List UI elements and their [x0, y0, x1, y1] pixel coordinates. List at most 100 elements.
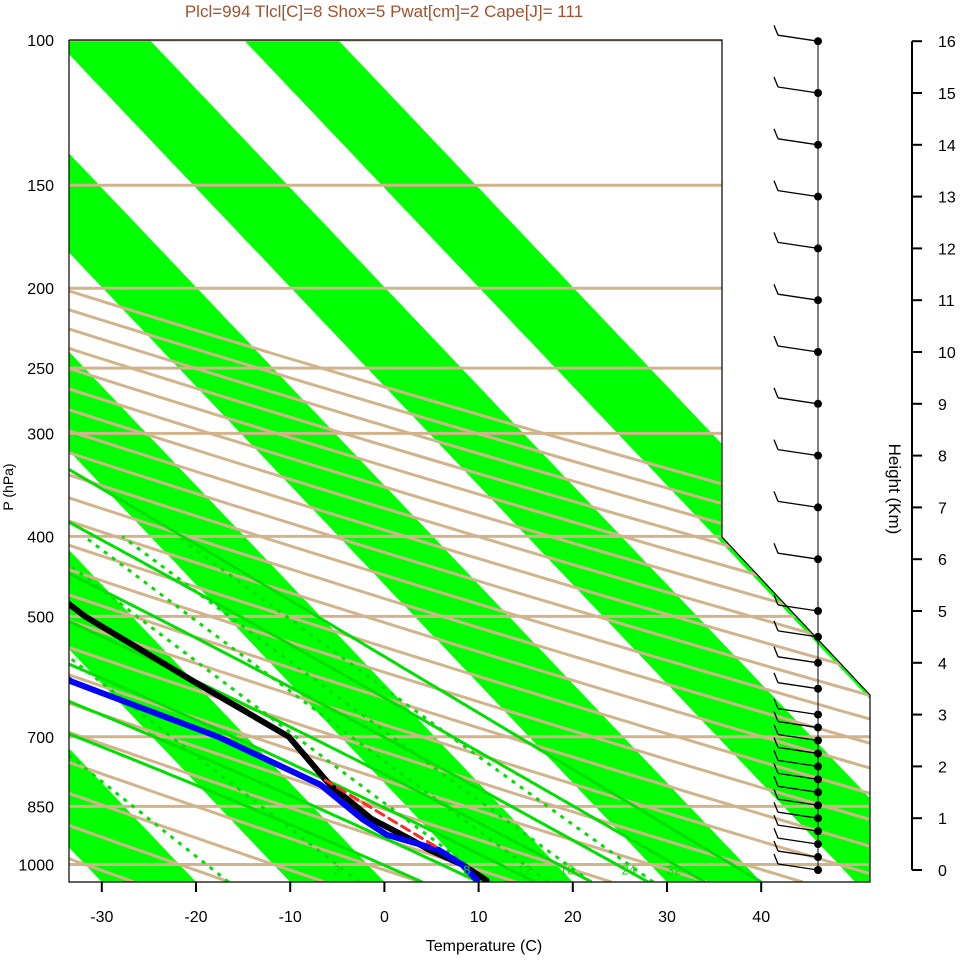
y-tick-label: 150	[27, 178, 54, 195]
temperature-band	[0, 40, 8, 882]
wind-barb	[773, 814, 779, 826]
dry-adiabat-line	[69, 40, 870, 882]
y-axis-label: P (hPa)	[0, 463, 16, 510]
dry-adiabat-line	[69, 40, 870, 882]
chart-title: Plcl=994 Tlcl[C]=8 Shox=5 Pwat[cm]=2 Cap…	[185, 2, 583, 21]
y2-tick-label: 5	[938, 604, 947, 621]
wind-barb	[773, 128, 779, 140]
wind-barb	[777, 34, 819, 42]
dry-adiabat-line	[69, 40, 870, 882]
mixing-ratio-line	[69, 535, 230, 882]
wind-barb	[773, 827, 779, 839]
wind-barb	[777, 707, 819, 716]
wind-barb	[773, 180, 779, 191]
moist-adiabat-line	[69, 286, 480, 882]
y2-tick-label: 15	[938, 86, 956, 103]
dry-adiabat-line	[69, 40, 870, 882]
wind-barb	[773, 750, 779, 761]
wind-barb	[773, 801, 779, 813]
wind-barb	[773, 232, 779, 243]
wind-barb	[773, 24, 779, 36]
wind-barb	[777, 720, 819, 729]
dry-adiabat-label: 50	[0, 0, 7, 3]
wind-barb	[773, 491, 779, 502]
wind-barb	[777, 86, 819, 94]
dry-adiabat-label: 90	[0, 0, 7, 3]
temperature-band	[69, 40, 762, 882]
y-tick-label: 700	[27, 730, 54, 747]
dry-adiabat-label: 20	[0, 0, 7, 3]
dry-adiabat-label: 140	[0, 0, 11, 3]
dry-adiabat-line	[69, 40, 870, 882]
dry-adiabat-line	[69, 40, 422, 882]
y-tick-label: 200	[27, 281, 54, 298]
dry-adiabat-label: -30	[0, 0, 9, 3]
isotherm-label: 0	[0, 0, 4, 3]
temperature-band	[69, 40, 573, 882]
wind-barb	[777, 241, 819, 250]
wind-barb	[773, 387, 779, 399]
y-tick-label: 500	[27, 609, 54, 626]
dry-adiabat-label: 100	[0, 0, 11, 3]
wind-barb	[773, 737, 779, 748]
dry-adiabat-label: 150	[0, 0, 11, 3]
moist-adiabat-line	[69, 286, 649, 882]
y2-tick-label: 13	[938, 190, 956, 207]
moist-adiabat-line	[69, 286, 423, 882]
isotherm-label: -10	[0, 0, 9, 3]
wind-barb	[777, 824, 819, 832]
moist-adiabat-line	[69, 286, 536, 882]
mixing-ratio-label: 12	[517, 863, 531, 878]
dry-adiabat-line	[0, 40, 39, 882]
wind-barb	[773, 335, 779, 347]
x-axis-label: Temperature (C)	[426, 938, 542, 955]
wind-barb	[777, 811, 819, 819]
wind-barb	[773, 724, 779, 735]
y2-tick-label: 10	[938, 345, 956, 362]
y-tick-label: 300	[27, 426, 54, 443]
dry-adiabat-line	[69, 40, 804, 882]
dewpoint-profile-line	[69, 40, 480, 882]
x-tick-label: 30	[658, 909, 676, 926]
dry-adiabat-label: 70	[0, 0, 7, 3]
mixing-ratio-line	[83, 535, 550, 882]
y-tick-label: 100	[27, 33, 54, 50]
temperature-band	[69, 40, 385, 882]
dry-adiabat-label: 130	[0, 0, 11, 3]
wind-barb	[777, 397, 819, 405]
dry-adiabat-line	[69, 40, 517, 882]
dry-adiabat-line	[69, 40, 870, 882]
wind-barb	[773, 672, 779, 683]
wind-barb	[773, 853, 779, 865]
dry-adiabat-line	[69, 40, 870, 882]
dry-adiabat-label: 160	[0, 0, 11, 3]
wind-barb	[777, 293, 819, 301]
dry-adiabat-label: -10	[0, 0, 9, 3]
dry-adiabat-label: 40	[0, 0, 7, 3]
dry-adiabat-line	[69, 40, 870, 882]
wind-barb	[777, 682, 819, 690]
temperature-band	[243, 40, 870, 882]
y2-tick-label: 12	[938, 241, 956, 258]
isotherm-label: -20	[0, 0, 9, 3]
dry-adiabat-line	[69, 40, 870, 882]
wind-barb	[773, 763, 779, 774]
wind-barb	[777, 448, 819, 457]
moist-adiabat-line	[69, 286, 706, 882]
mixing-ratio-label: 8	[463, 863, 470, 878]
wind-barb	[777, 772, 819, 780]
isotherm-label: -30	[0, 0, 9, 3]
mixing-ratio-label: 24	[621, 863, 635, 878]
wind-barb	[777, 837, 819, 845]
wind-barb	[777, 759, 819, 768]
moist-adiabat-line	[69, 286, 593, 882]
dry-adiabat-line	[69, 40, 870, 882]
y2-axis-label: Height (Km)	[885, 444, 904, 535]
wind-barb	[773, 840, 779, 852]
y-tick-label: 400	[27, 529, 54, 546]
y2-tick-label: 14	[938, 138, 956, 155]
mixing-ratio-label: 32	[667, 863, 681, 878]
dry-adiabat-label: 60	[0, 0, 7, 3]
wind-barb	[773, 711, 779, 722]
